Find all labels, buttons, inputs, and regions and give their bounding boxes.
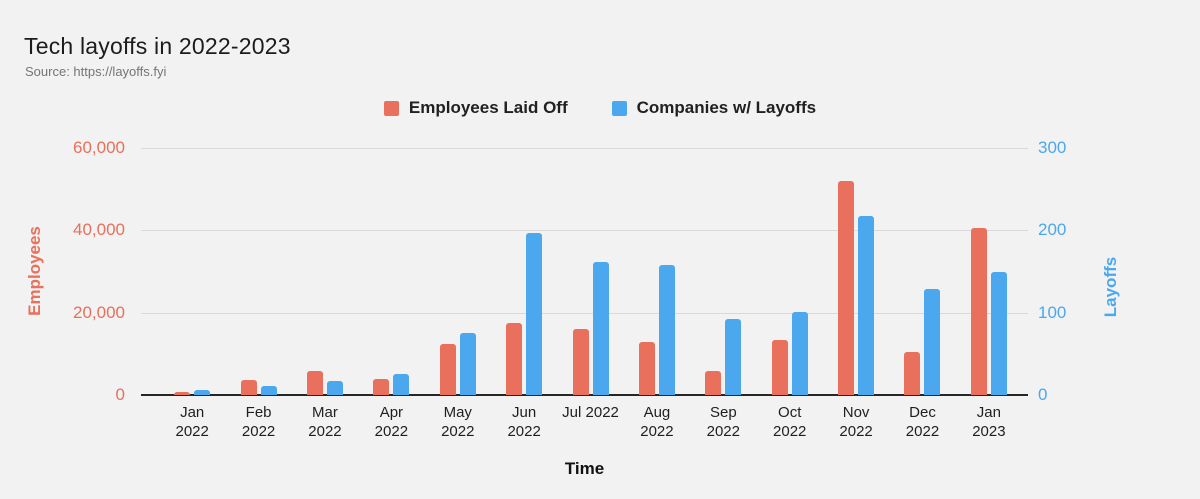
- bar-group-oct-2022: [757, 148, 823, 395]
- gridline: [141, 312, 1028, 314]
- x-tick-label: Mar 2022: [308, 404, 342, 440]
- left-axis-tick-label: 40,000: [73, 220, 125, 240]
- legend-label: Companies w/ Layoffs: [636, 98, 817, 117]
- chart-source-link[interactable]: Source: https://layoffs.fyi: [25, 64, 167, 79]
- bar-employees-jan-2022[interactable]: [174, 392, 191, 395]
- legend-swatch-blue-icon: [611, 100, 627, 116]
- bar-companies-feb-2022[interactable]: [260, 385, 277, 395]
- x-tick-label: Feb 2022: [241, 404, 276, 440]
- bar-group-mar-2022: [292, 148, 358, 395]
- bar-companies-mar-2022[interactable]: [326, 381, 343, 395]
- bar-employees-dec-2022[interactable]: [904, 352, 921, 395]
- legend-item-companies[interactable]: Companies w/ Layoffs: [611, 98, 817, 118]
- bar-employees-jun-2022[interactable]: [506, 323, 523, 395]
- x-tick-label: Dec 2022: [905, 404, 940, 440]
- bar-group-sep-2022: [690, 148, 756, 395]
- right-axis-tick-label: 100: [1038, 302, 1067, 322]
- bar-employees-apr-2022[interactable]: [373, 378, 390, 395]
- bar-companies-aug-2022[interactable]: [658, 264, 675, 395]
- bar-group-feb-2022: [225, 148, 291, 395]
- left-axis-tick-label: 20,000: [73, 302, 125, 322]
- left-axis-tick-label: 0: [115, 385, 125, 404]
- left-axis-ticks: 60,000 40,000 20,000 0: [0, 138, 133, 404]
- bar-employees-jan-2023[interactable]: [970, 228, 987, 395]
- x-tick-label: Jan 2023: [972, 404, 1006, 440]
- bar-companies-sep-2022[interactable]: [725, 319, 742, 395]
- x-axis-title: Time: [564, 459, 605, 478]
- bar-employees-may-2022[interactable]: [439, 344, 456, 395]
- bar-group-jan-2022: [159, 148, 225, 395]
- bar-group-jul-2022: [557, 148, 623, 395]
- left-axis-title: Employees: [25, 226, 44, 316]
- legend-label: Employees Laid Off: [408, 98, 568, 117]
- legend: Employees Laid Off Companies w/ Layoffs: [0, 98, 1200, 118]
- bar-employees-feb-2022[interactable]: [240, 380, 257, 395]
- bar-companies-nov-2022[interactable]: [858, 215, 875, 395]
- bar-group-apr-2022: [358, 148, 424, 395]
- x-tick-label: Nov 2022: [839, 404, 873, 440]
- bar-group-jun-2022: [491, 148, 557, 395]
- bar-employees-sep-2022[interactable]: [705, 371, 722, 395]
- right-axis-ticks: 300 200 100 0: [1028, 138, 1108, 404]
- bar-employees-oct-2022[interactable]: [771, 340, 788, 395]
- right-axis-tick-label: 200: [1038, 220, 1067, 240]
- bar-employees-aug-2022[interactable]: [638, 341, 655, 395]
- x-axis-labels: Jan 2022 Feb 2022 Mar 2022 Apr 2022 May 2022 Jun 20…: [141, 403, 1028, 441]
- right-axis-tick-label: 300: [1038, 138, 1067, 157]
- chart-title: Tech layoffs in 2022-2023: [24, 33, 291, 59]
- x-tick-label: Jan 2022: [175, 404, 209, 440]
- gridline: [141, 230, 1028, 232]
- bar-employees-jul-2022[interactable]: [572, 329, 589, 395]
- legend-swatch-red-icon: [383, 100, 399, 116]
- bar-companies-jan-2022[interactable]: [194, 390, 211, 395]
- bar-group-may-2022: [425, 148, 491, 395]
- legend-item-employees[interactable]: Employees Laid Off: [383, 98, 568, 118]
- bar-employees-mar-2022[interactable]: [306, 371, 323, 395]
- x-tick-label: Apr 2022: [374, 404, 409, 440]
- bar-group-dec-2022: [889, 148, 955, 395]
- bar-companies-jan-2023[interactable]: [990, 271, 1007, 395]
- left-axis-tick-label: 60,000: [73, 138, 125, 157]
- bars-container: [141, 148, 1028, 395]
- bar-companies-oct-2022[interactable]: [791, 311, 808, 395]
- bar-employees-nov-2022[interactable]: [838, 180, 855, 395]
- bar-group-aug-2022: [624, 148, 690, 395]
- plot-area: [141, 148, 1028, 396]
- right-axis-title: Layoffs: [1101, 256, 1120, 318]
- x-tick-label: May 2022: [441, 404, 475, 440]
- gridline: [141, 148, 1028, 149]
- x-tick-label: Aug 2022: [640, 404, 674, 440]
- bar-group-nov-2022: [823, 148, 889, 395]
- bar-companies-dec-2022[interactable]: [924, 288, 941, 395]
- x-tick-label: Sep 2022: [706, 404, 740, 440]
- x-tick-label: Jul 2022: [562, 404, 619, 421]
- bar-companies-apr-2022[interactable]: [393, 373, 410, 395]
- bar-companies-jun-2022[interactable]: [526, 232, 543, 395]
- x-tick-label: Oct 2022: [773, 404, 807, 440]
- right-axis-tick-label: 0: [1038, 385, 1048, 404]
- x-tick-label: Jun 2022: [507, 404, 541, 440]
- bar-companies-may-2022[interactable]: [459, 333, 476, 395]
- bar-group-jan-2023: [956, 148, 1022, 395]
- x-axis-baseline: [141, 394, 1028, 396]
- bar-companies-jul-2022[interactable]: [592, 262, 609, 395]
